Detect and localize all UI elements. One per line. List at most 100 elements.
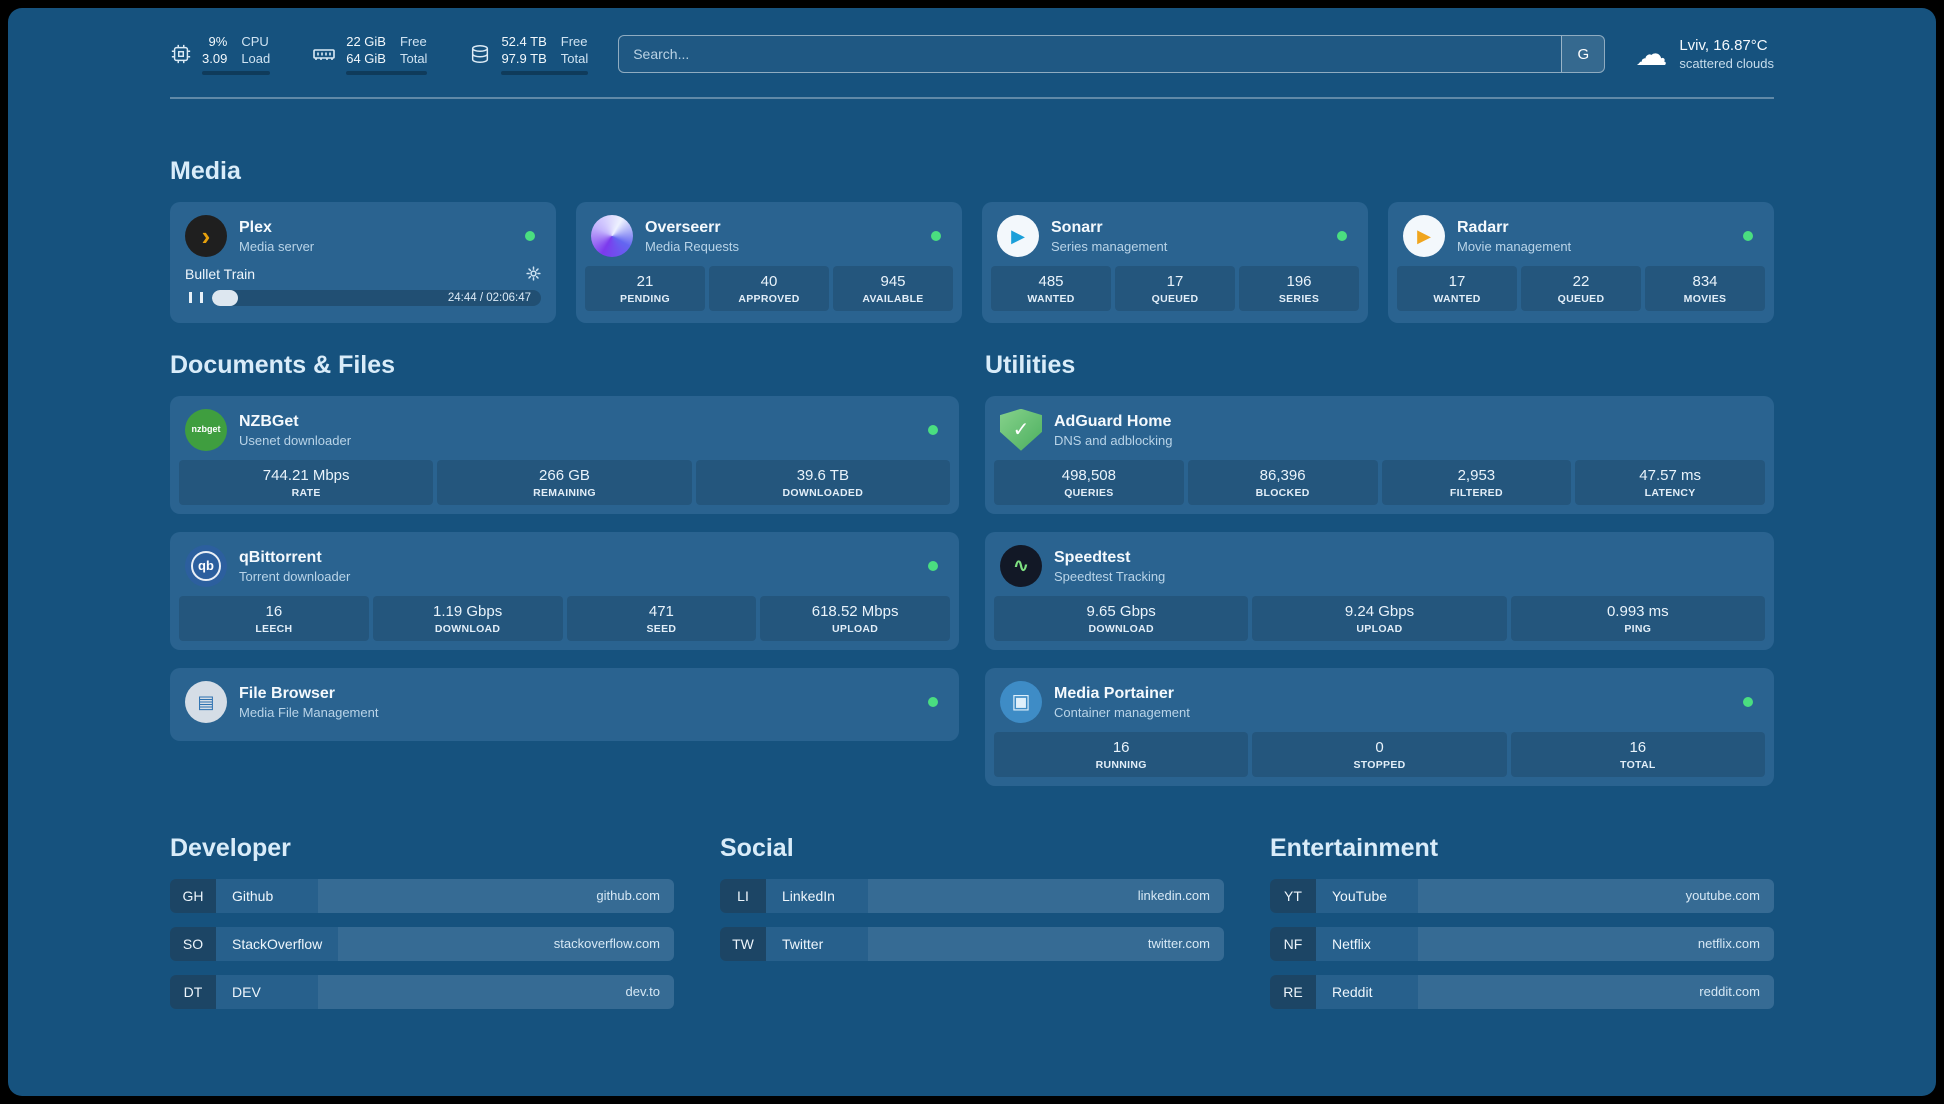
section-title-entertainment: Entertainment <box>1270 833 1439 862</box>
service-card-speedtest[interactable]: ∿ Speedtest Speedtest Tracking 9.65 Gbps DOW… <box>985 531 1774 650</box>
top-bar: 9% 3.09 CPU Load <box>170 34 1774 75</box>
plex-icon: › <box>185 214 227 257</box>
nzbget-subtitle: Usenet downloader <box>239 432 352 448</box>
media-portainer-stats: 16 RUNNING 0 STOPPED 16 TOTAL <box>994 731 1765 777</box>
bookmark-name: Twitter <box>782 935 824 952</box>
bookmarks-area: Developer GH Github github.com SO StackOverfl… <box>170 834 1774 1023</box>
bookmark-domain: twitter.com <box>868 926 1224 961</box>
stat-downloaded: 39.6 TB DOWNLOADED <box>695 459 950 505</box>
bookmark-github[interactable]: GH Github github.com <box>170 878 674 913</box>
plex-name: Plex <box>239 218 272 236</box>
search-input[interactable] <box>619 36 1562 73</box>
stat-label: QUERIES <box>1064 486 1114 499</box>
bookmark-domain: dev.to <box>318 974 674 1009</box>
file-browser-header: ▤ File Browser Media File Management <box>179 677 950 732</box>
stat-approved: 40 APPROVED <box>709 265 829 311</box>
stat-value: 47.57 ms <box>1639 466 1701 484</box>
disk-free-label: Free <box>560 34 588 49</box>
dashboard-page: 9% 3.09 CPU Load <box>8 8 1936 1096</box>
service-card-overseerr[interactable]: Overseerr Media Requests 21 PENDING 40 APPROV… <box>576 201 962 323</box>
stat-value: 86,396 <box>1259 466 1306 484</box>
documents-column: Documents & Files nzbget NZBGet Usenet dow… <box>170 351 959 786</box>
bookmark-reddit[interactable]: RE Reddit reddit.com <box>1270 974 1774 1009</box>
speedtest-header: ∿ Speedtest Speedtest Tracking <box>994 541 1765 596</box>
memory-icon <box>312 42 336 66</box>
service-card-file-browser[interactable]: ▤ File Browser Media File Management <box>170 667 959 741</box>
radarr-stats: 17 WANTED 22 QUEUED 834 MOVIES <box>1397 265 1765 311</box>
stat-value: 945 <box>880 272 906 290</box>
stat-value: 1.19 Gbps <box>433 602 503 620</box>
nzbget-status-dot <box>928 424 938 435</box>
stat-latency: 47.57 ms LATENCY <box>1575 459 1765 505</box>
qbittorrent-subtitle: Torrent downloader <box>239 568 351 584</box>
bookmark-netflix[interactable]: NF Netflix netflix.com <box>1270 926 1774 961</box>
qbittorrent-stats: 16 LEECH 1.19 Gbps DOWNLOAD 471 SEED 618.52 Mb… <box>179 595 950 641</box>
radarr-status-dot <box>1743 230 1753 241</box>
stat-label: WANTED <box>1433 292 1481 305</box>
stat-label: STOPPED <box>1353 758 1406 771</box>
stat-value: 744.21 Mbps <box>262 466 350 484</box>
sonarr-name: Sonarr <box>1051 218 1103 236</box>
file-browser-icon: ▤ <box>185 680 227 723</box>
service-card-qbittorrent[interactable]: qb qBittorrent Torrent downloader 16 LEECH 1.… <box>170 531 959 650</box>
speedtest-subtitle: Speedtest Tracking <box>1054 568 1166 584</box>
sonarr-status-dot <box>1337 230 1347 241</box>
stat-download: 9.65 Gbps DOWNLOAD <box>994 595 1249 641</box>
bookmark-dev[interactable]: DT DEV dev.to <box>170 974 674 1009</box>
section-title-media: Media <box>170 156 241 185</box>
utilities-column: Utilities ✓ AdGuard Home DNS and adblockin… <box>985 351 1774 786</box>
stat-value: 22 <box>1572 272 1590 290</box>
overseerr-subtitle: Media Requests <box>645 238 739 254</box>
search-provider-button[interactable]: G <box>1561 36 1605 73</box>
stat-label: DOWNLOADED <box>782 486 864 499</box>
stat-value: 16 <box>1629 738 1647 756</box>
stat-value: 0.993 ms <box>1606 602 1669 620</box>
stat-value: 17 <box>1166 272 1184 290</box>
service-card-nzbget[interactable]: nzbget NZBGet Usenet downloader 744.21 Mbps… <box>170 395 959 514</box>
bookmark-name: DEV <box>232 983 261 1000</box>
stat-rate: 744.21 Mbps RATE <box>179 459 434 505</box>
stat-value: 0 <box>1375 738 1384 756</box>
weather-condition: scattered clouds <box>1679 56 1774 72</box>
stat-running: 16 RUNNING <box>994 731 1249 777</box>
bookmark-name: Netflix <box>1332 935 1371 952</box>
stat-value: 40 <box>760 272 778 290</box>
bookmark-domain: github.com <box>318 878 674 913</box>
bookmark-twitter[interactable]: TW Twitter twitter.com <box>720 926 1224 961</box>
disk-widget: 52.4 TB 97.9 TB Free Total <box>469 34 589 75</box>
bookmark-name: Reddit <box>1332 983 1373 1000</box>
gear-icon[interactable] <box>526 266 541 281</box>
section-title-documents: Documents & Files <box>170 350 396 379</box>
service-card-media-portainer[interactable]: ▣ Media Portainer Container management 16 RU… <box>985 667 1774 786</box>
playback-progress-bar[interactable]: 24:44 / 02:06:47 <box>212 289 541 306</box>
bookmark-abbr: DT <box>170 974 216 1009</box>
stat-value: 485 <box>1038 272 1064 290</box>
service-card-sonarr[interactable]: ▶ Sonarr Series management 485 WANTED 17 QUEUE… <box>982 201 1368 323</box>
service-card-radarr[interactable]: ▶ Radarr Movie management 17 WANTED 22 QUEUED 8… <box>1388 201 1774 323</box>
plex-header: › Plex Media server <box>179 211 547 266</box>
bookmark-linkedin[interactable]: LI LinkedIn linkedin.com <box>720 878 1224 913</box>
stat-label: PING <box>1624 622 1652 635</box>
bookmark-abbr: SO <box>170 926 216 961</box>
bookmark-domain: netflix.com <box>1418 926 1774 961</box>
radarr-subtitle: Movie management <box>1457 238 1572 254</box>
overseerr-name: Overseerr <box>645 218 721 236</box>
qbittorrent-header: qb qBittorrent Torrent downloader <box>179 541 950 596</box>
bookmark-group-entertainment: Entertainment YT YouTube youtube.com NF Netfl… <box>1270 834 1774 1023</box>
qbittorrent-name: qBittorrent <box>239 548 322 566</box>
service-card-plex[interactable]: › Plex Media server Bullet Train 24:44 / 02:… <box>170 201 556 323</box>
playback-time: 24:44 / 02:06:47 <box>447 291 531 304</box>
nzbget-stats: 744.21 Mbps RATE 266 GB REMAINING 39.6 TB DOW… <box>179 459 950 505</box>
pause-button[interactable] <box>189 292 203 304</box>
bookmark-abbr: YT <box>1270 878 1316 913</box>
qbittorrent-icon: qb <box>185 544 227 587</box>
bookmark-stackoverflow[interactable]: SO StackOverflow stackoverflow.com <box>170 926 674 961</box>
plex-status-dot <box>525 230 535 241</box>
bookmark-domain: reddit.com <box>1418 974 1774 1009</box>
memory-progress-bar <box>346 70 428 75</box>
bookmark-youtube[interactable]: YT YouTube youtube.com <box>1270 878 1774 913</box>
service-card-adguard-home[interactable]: ✓ AdGuard Home DNS and adblocking 498,508 QU… <box>985 395 1774 514</box>
disk-total-label: Total <box>560 50 589 66</box>
stat-label: PENDING <box>620 292 670 305</box>
memory-total-label: Total <box>399 50 428 66</box>
